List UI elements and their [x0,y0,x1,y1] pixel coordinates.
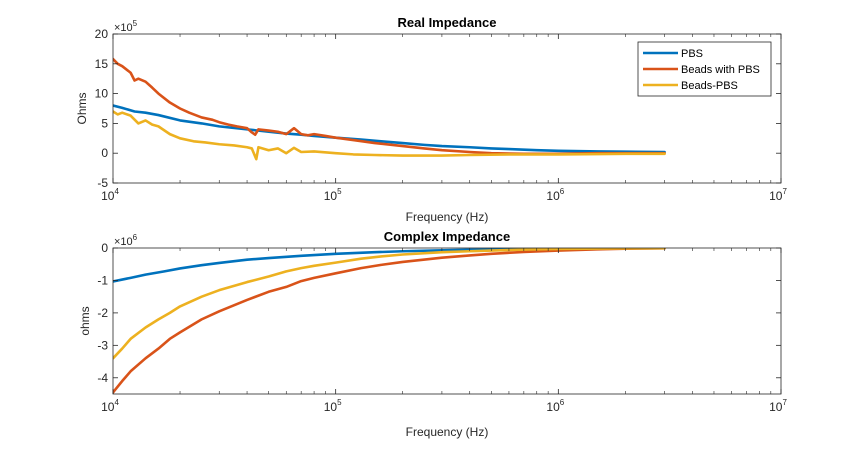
legend-label-beads-with-pbs: Beads with PBS [681,64,760,76]
real-impedance-series-beads-with-pbs [113,57,666,156]
real-impedance-series-beads-pbs [113,110,666,161]
x-tick-label-base: 10 [546,189,560,203]
y-tick-label: -2 [97,306,108,320]
y-tick-label: 15 [95,57,109,71]
x-tick-label-exponent: 7 [782,187,787,196]
complex-impedance-y-axis-label: ohms [78,306,92,335]
x-tick-label-base: 10 [101,400,115,414]
complex-impedance-x-axis-label: Frequency (Hz) [406,425,489,439]
y-tick-label: -3 [97,338,108,352]
y-tick-label: 0 [101,146,108,160]
complex-impedance-title: Complex Impedance [384,229,510,244]
x-tick-label-base: 10 [101,189,115,203]
x-tick-label: 105 [324,187,342,203]
y-tick-label: -5 [97,176,108,190]
complex-impedance-axes-background [113,248,781,394]
x-tick-label-base: 10 [769,189,783,203]
complex-impedance-y-multiplier-exponent: 6 [133,233,138,242]
x-tick-label: 107 [769,187,787,203]
complex-impedance-plot: 104 105 106 107-4-3-2-10 Complex Impedance … [78,229,787,439]
legend-label-beads-pbs: Beads-PBS [681,80,738,92]
real-impedance-x-axis-label: Frequency (Hz) [406,210,489,224]
legend: PBS Beads with PBS Beads-PBS [637,41,772,97]
real-impedance-y-multiplier-base: ×10 [114,22,133,34]
x-tick-label-exponent: 7 [782,398,787,407]
legend-box [637,41,772,97]
complex-impedance-tick-group: 104 105 106 107-4-3-2-10 [97,241,787,414]
x-tick-label: 106 [546,187,564,203]
real-impedance-y-multiplier-exponent: 5 [133,19,138,28]
real-impedance-title: Real Impedance [398,15,497,30]
complex-impedance-y-multiplier-base: ×10 [114,236,133,248]
real-impedance-axes-frame [112,33,782,184]
real-impedance-y-multiplier: ×105 [114,19,138,34]
x-tick-label: 105 [324,398,342,414]
x-tick-label: 104 [101,398,119,414]
complex-impedance-series-beads-with-pbs [113,248,666,394]
x-tick-label-base: 10 [324,189,338,203]
x-tick-label-exponent: 4 [114,187,119,196]
legend-items: PBS Beads with PBS Beads-PBS [643,48,760,92]
x-tick-label-base: 10 [546,400,560,414]
y-tick-label: 10 [95,87,109,101]
x-tick-label-base: 10 [324,400,338,414]
x-tick-label: 106 [546,398,564,414]
y-tick-label: 0 [101,241,108,255]
y-tick-label: -4 [97,371,108,385]
y-tick-label: 5 [101,116,108,130]
legend-label-pbs: PBS [681,48,703,60]
x-tick-label-base: 10 [769,400,783,414]
x-tick-label-exponent: 4 [114,398,119,407]
complex-impedance-axes-frame [112,247,782,395]
x-tick-label-exponent: 6 [560,187,565,196]
x-tick-label-exponent: 5 [337,187,342,196]
x-tick-label: 104 [101,187,119,203]
complex-impedance-y-multiplier: ×106 [114,233,138,248]
real-impedance-series-group [113,57,666,161]
real-impedance-y-axis-label: Ohms [75,92,89,124]
x-tick-label-exponent: 5 [337,398,342,407]
x-tick-label-exponent: 6 [560,398,565,407]
x-tick-label: 107 [769,398,787,414]
y-tick-label: 20 [95,27,109,41]
y-tick-label: -1 [97,273,108,287]
